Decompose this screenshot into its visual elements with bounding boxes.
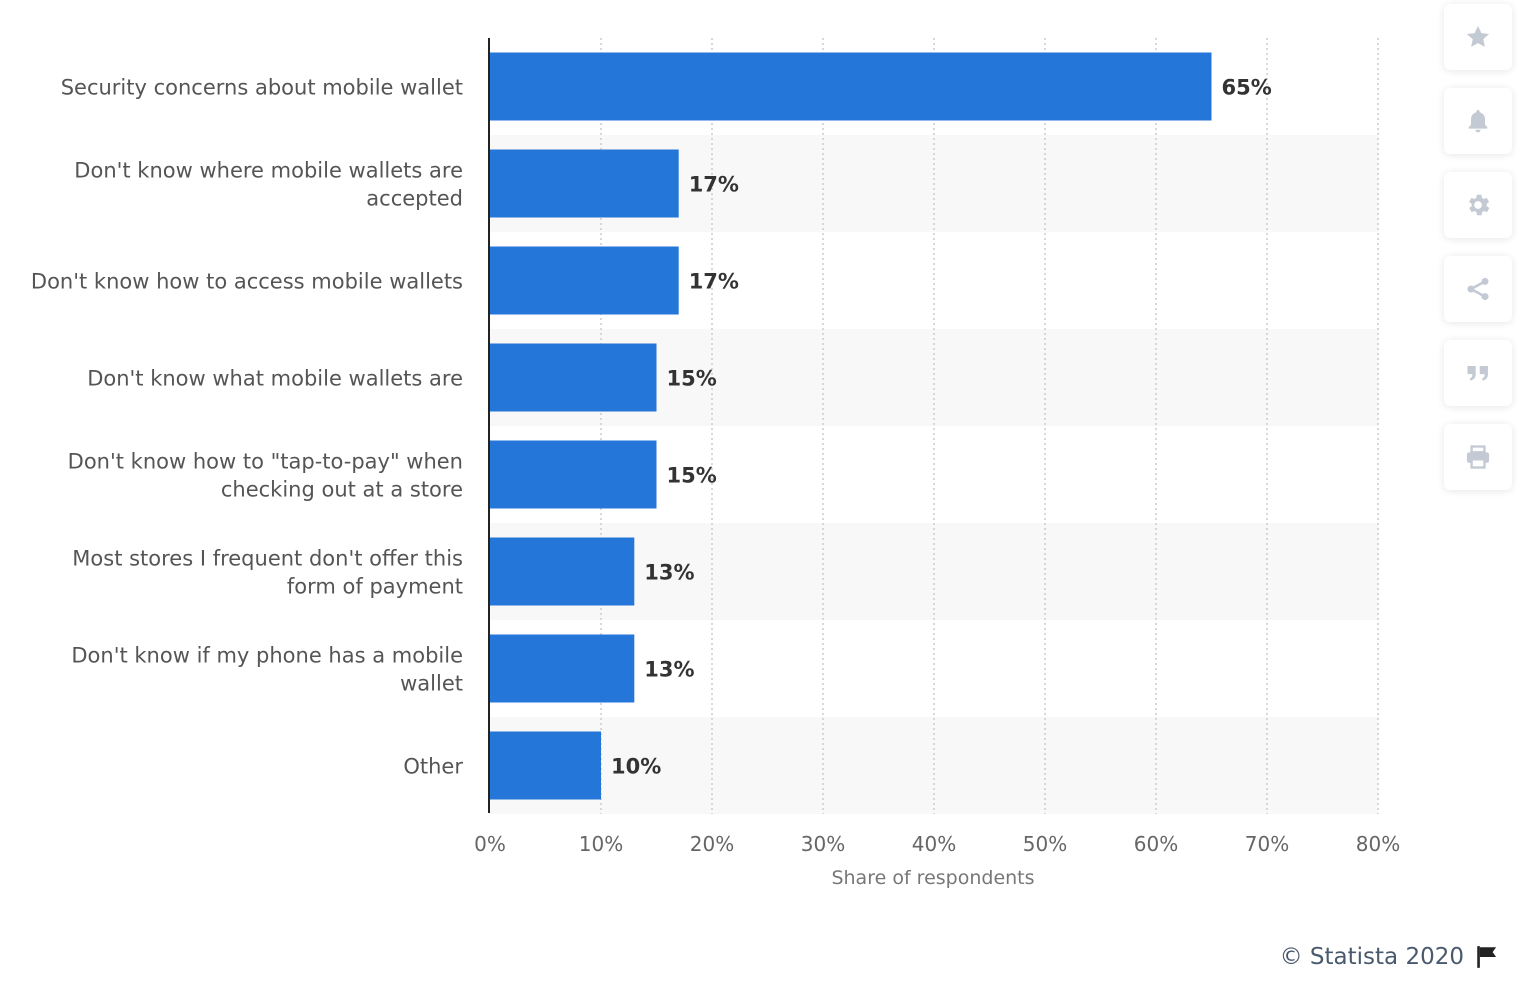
print-button[interactable] — [1444, 424, 1512, 490]
gear-icon — [1469, 194, 1490, 216]
data-label: 13% — [644, 658, 694, 682]
category-label: Don't know how to "tap-to-pay" when check… — [68, 450, 463, 502]
x-tick-label: 60% — [1134, 832, 1178, 856]
category-label: Don't know if my phone has a mobile walle… — [71, 644, 463, 696]
category-label: Don't know what mobile wallets are — [87, 367, 463, 391]
chart-toolbar — [1444, 4, 1512, 508]
notification-button[interactable] — [1444, 88, 1512, 154]
data-label: 17% — [689, 270, 739, 294]
flag-icon[interactable] — [1474, 944, 1500, 970]
data-label: 15% — [667, 464, 717, 488]
bar[interactable] — [490, 634, 635, 703]
bell-icon — [1468, 109, 1488, 133]
share-icon — [1467, 277, 1489, 301]
bar[interactable] — [490, 537, 635, 606]
bar-chart: 65% 17% 17% 15% 15% 13% 13% 10% Security concer… — [31, 38, 1400, 889]
quote-icon — [1467, 366, 1488, 381]
category-label-line: accepted — [366, 187, 463, 211]
star-icon — [1466, 25, 1490, 47]
data-label: 17% — [689, 173, 739, 197]
x-axis-title: Share of respondents — [831, 867, 1034, 889]
x-tick-label: 40% — [912, 832, 956, 856]
copyright-text[interactable]: © Statista 2020 — [1279, 944, 1464, 970]
x-tick-label: 80% — [1356, 832, 1400, 856]
x-tick-label: 50% — [1023, 832, 1067, 856]
source-credit: © Statista 2020 — [1280, 944, 1500, 970]
category-label: Most stores I frequent don't offer this f… — [72, 547, 463, 599]
category-label-line: Don't know if my phone has a mobile — [71, 644, 463, 668]
category-label-line: checking out at a store — [221, 478, 463, 502]
cite-button[interactable] — [1444, 340, 1512, 406]
category-label-line: Security concerns about mobile wallet — [61, 76, 463, 100]
category-label-line: form of payment — [287, 575, 463, 599]
data-label: 65% — [1222, 76, 1272, 100]
bar[interactable] — [490, 52, 1212, 121]
favorite-button[interactable] — [1444, 4, 1512, 70]
data-label: 10% — [611, 755, 661, 779]
category-label-line: wallet — [400, 672, 463, 696]
bar[interactable] — [490, 731, 601, 800]
bar[interactable] — [490, 246, 679, 315]
x-tick-label: 70% — [1245, 832, 1289, 856]
category-label-line: Most stores I frequent don't offer this — [72, 547, 463, 571]
x-tick-label: 30% — [801, 832, 845, 856]
bar[interactable] — [490, 440, 657, 509]
category-label-line: Don't know what mobile wallets are — [87, 367, 463, 391]
category-label: Other — [403, 755, 463, 779]
x-tick-label: 10% — [579, 832, 623, 856]
category-label: Don't know where mobile wallets are accep… — [74, 159, 463, 211]
data-label: 13% — [644, 561, 694, 585]
category-label: Security concerns about mobile wallet — [61, 76, 463, 100]
category-label-line: Don't know how to access mobile wallets — [31, 270, 463, 294]
x-tick-label: 20% — [690, 832, 734, 856]
category-label-line: Don't know how to "tap-to-pay" when — [68, 450, 463, 474]
print-icon — [1466, 445, 1490, 469]
bar[interactable] — [490, 149, 679, 218]
data-label: 15% — [667, 367, 717, 391]
bar[interactable] — [490, 343, 657, 412]
share-button[interactable] — [1444, 256, 1512, 322]
category-label: Don't know how to access mobile wallets — [31, 270, 463, 294]
x-tick-label: 0% — [474, 832, 506, 856]
category-label-line: Other — [403, 755, 463, 779]
settings-button[interactable] — [1444, 172, 1512, 238]
category-label-line: Don't know where mobile wallets are — [74, 159, 463, 183]
